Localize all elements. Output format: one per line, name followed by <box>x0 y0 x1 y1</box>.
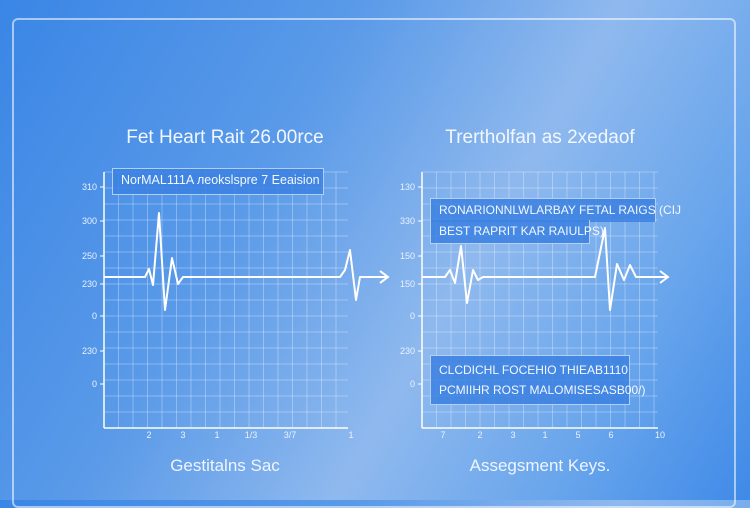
left-x-label: Gestitalns Sac <box>170 456 280 475</box>
y-tick-label: 0 <box>410 311 415 321</box>
callout-text: PCMIIHR ROST MALOMISESAS <box>439 383 617 397</box>
y-tick-label: 300 <box>82 216 97 226</box>
arrow-head-icon <box>379 270 390 284</box>
right-callout-line-2: BEST RAPRIT KAR RAIULPS) <box>430 220 604 244</box>
y-tick-label: 150 <box>400 251 415 261</box>
y-tick-label: 230 <box>400 346 415 356</box>
x-tick-label: 7 <box>440 430 445 440</box>
y-tick-label: 230 <box>82 279 97 289</box>
x-tick-label: 3/7 <box>284 430 297 440</box>
callout-value: B00/) <box>616 383 646 397</box>
right-x-label: Assegsment Keys. <box>469 456 611 475</box>
y-tick-label: 230 <box>82 346 97 356</box>
y-tick-label: 150 <box>400 279 415 289</box>
right-callout-2: CLCDICHL FOCEHIO THIEA B1110 PCMIIHR ROST… <box>430 355 646 405</box>
x-tick-label: 2 <box>477 430 482 440</box>
y-tick-label: 0 <box>92 379 97 389</box>
x-tick-label: 1 <box>348 430 353 440</box>
arrow-head-icon <box>659 270 670 284</box>
callout-text: CLCDICHL FOCEHIO THIEA <box>439 363 596 377</box>
x-tick-label: 5 <box>575 430 580 440</box>
y-tick-label: 0 <box>92 311 97 321</box>
x-tick-label: 10 <box>655 430 665 440</box>
x-tick-label: 3 <box>510 430 515 440</box>
y-tick-label: 250 <box>82 251 97 261</box>
left-callout: NorMAL111A лeokslspre 7 Eeaision <box>112 168 324 195</box>
right-callout-line-1: RONARIONNLWLARBAY FETAL RAIGS (CIJ <box>430 198 681 222</box>
x-tick-label: 1 <box>214 430 219 440</box>
y-tick-label: 330 <box>400 216 415 226</box>
ecg-trace <box>422 227 668 311</box>
x-tick-label: 1/3 <box>245 430 258 440</box>
x-tick-label: 3 <box>180 430 185 440</box>
y-tick-label: 310 <box>82 182 97 192</box>
right-chart-title: Trertholfan as 2xedaof <box>445 127 635 148</box>
y-tick-label: 130 <box>400 182 415 192</box>
x-tick-label: 2 <box>146 430 151 440</box>
x-tick-label: 1 <box>542 430 547 440</box>
ecg-trace <box>104 212 388 311</box>
x-tick-label: 6 <box>608 430 613 440</box>
callout-value: B1110 <box>595 363 628 377</box>
left-chart-title: Fet Heart Rait 26.00rce <box>126 127 324 148</box>
y-tick-label: 0 <box>410 379 415 389</box>
